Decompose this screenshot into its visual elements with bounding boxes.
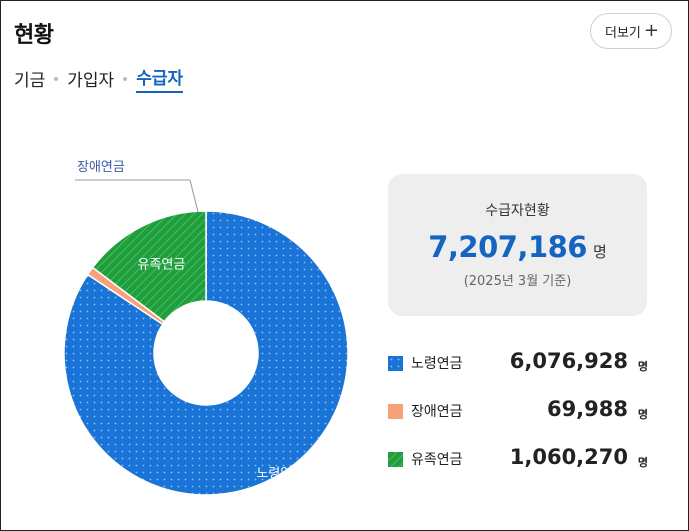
summary-unit: 명 (592, 243, 607, 261)
page-title: 현황 (14, 23, 54, 48)
legend-value: 69,988 (546, 397, 628, 421)
legend-item: 장애연금 69,988 명 (388, 396, 650, 444)
legend-swatch-disability (388, 404, 403, 419)
more-button[interactable]: 더보기 + (590, 13, 672, 49)
summary-value-row: 7,207,186 명 (388, 230, 647, 264)
slice-label-old-age: 노령연금 (256, 466, 304, 481)
legend-unit: 명 (637, 408, 648, 421)
tab-separator-dot (123, 76, 128, 81)
slice-survivor[interactable] (91, 210, 207, 323)
tab-subscribers[interactable]: 가입자 (67, 71, 115, 91)
tab-bar: 기금 가입자 수급자 (14, 64, 184, 93)
summary-date-note: (2025년 3월 기준) (463, 274, 572, 289)
legend-swatch-survivor (388, 452, 403, 467)
slice-label-survivor: 유족연금 (137, 257, 185, 272)
tab-beneficiaries[interactable]: 수급자 (136, 64, 184, 93)
legend-value: 6,076,928 (509, 349, 628, 373)
legend-item: 노령연금 6,076,928 명 (388, 348, 650, 396)
legend-item: 유족연금 1,060,270 명 (388, 444, 650, 492)
legend-label: 장애연금 (411, 404, 463, 420)
more-button-label: 더보기 (605, 25, 641, 41)
legend-swatch-old-age (388, 356, 403, 371)
legend-label: 노령연금 (411, 356, 463, 372)
external-label-leader (189, 179, 199, 213)
slice-old-age[interactable] (63, 210, 349, 496)
summary-title: 수급자현황 (485, 203, 550, 219)
summary-card: 수급자현황 7,207,186 명 (2025년 3월 기준) (388, 174, 647, 316)
legend-unit: 명 (637, 456, 648, 469)
slice-label-disability-external: 장애연금 (77, 160, 125, 175)
legend-value: 1,060,270 (509, 445, 628, 469)
legend-unit: 명 (637, 360, 648, 373)
tab-separator-dot (54, 76, 59, 81)
plus-icon: + (643, 20, 659, 41)
summary-total-value: 7,207,186 (428, 230, 587, 264)
legend: 노령연금 6,076,928 명 장애연금 69,988 명 유족연금 1,06… (388, 348, 650, 492)
legend-label: 유족연금 (411, 452, 463, 468)
tab-fund[interactable]: 기금 (14, 71, 46, 91)
